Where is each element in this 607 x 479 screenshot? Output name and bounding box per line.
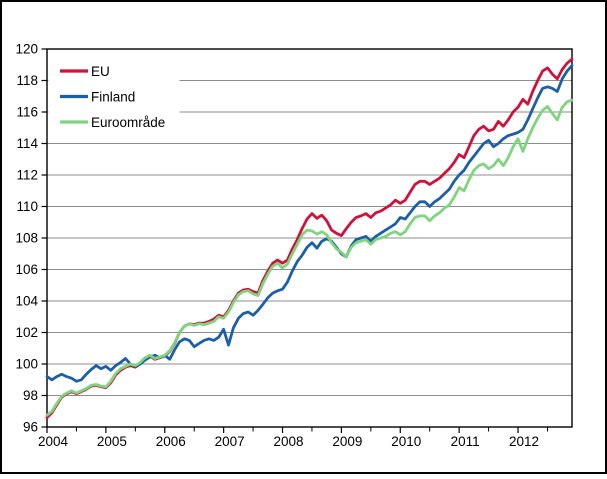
y-tick-label: 112 xyxy=(16,168,38,183)
y-tick-label: 102 xyxy=(15,325,38,340)
x-tick-label: 2009 xyxy=(332,434,362,449)
legend: EU Finland Euroområde xyxy=(48,55,180,135)
series-lines xyxy=(45,57,574,420)
x-tick-label: 2006 xyxy=(156,434,186,449)
y-tick-label: 118 xyxy=(16,73,38,88)
y-tick-label: 104 xyxy=(15,294,38,309)
y-tick-label: 108 xyxy=(15,231,38,246)
x-tick-label: 2005 xyxy=(97,434,127,449)
series-line-euroområde xyxy=(45,98,574,417)
y-tick-label: 120 xyxy=(15,42,38,57)
legend-label-finland: Finland xyxy=(91,89,135,104)
y-tick-label: 110 xyxy=(16,199,38,214)
y-tick-label: 96 xyxy=(23,420,38,435)
legend-label-euroområde: Euroområde xyxy=(91,115,165,130)
x-tick-label: 2010 xyxy=(391,434,421,449)
y-axis: 96 98 100 102 104 106 108 110 112 114 116 118 120 xyxy=(15,42,47,435)
x-tick-label: 2011 xyxy=(451,434,480,449)
x-tick-label: 2007 xyxy=(215,434,245,449)
y-tick-label: 106 xyxy=(15,262,38,277)
y-tick-label: 114 xyxy=(16,136,38,151)
legend-label-eu: EU xyxy=(91,64,110,79)
x-tick-label: 2008 xyxy=(273,434,303,449)
x-tick-label: 2012 xyxy=(509,434,539,449)
x-tick-label: 2004 xyxy=(38,434,69,449)
y-tick-label: 98 xyxy=(23,388,38,403)
y-tick-label: 116 xyxy=(16,105,38,120)
x-axis: 2004 2005 2006 2007 2008 2009 2010 2011 2012 xyxy=(38,427,548,449)
y-tick-label: 100 xyxy=(15,357,38,372)
